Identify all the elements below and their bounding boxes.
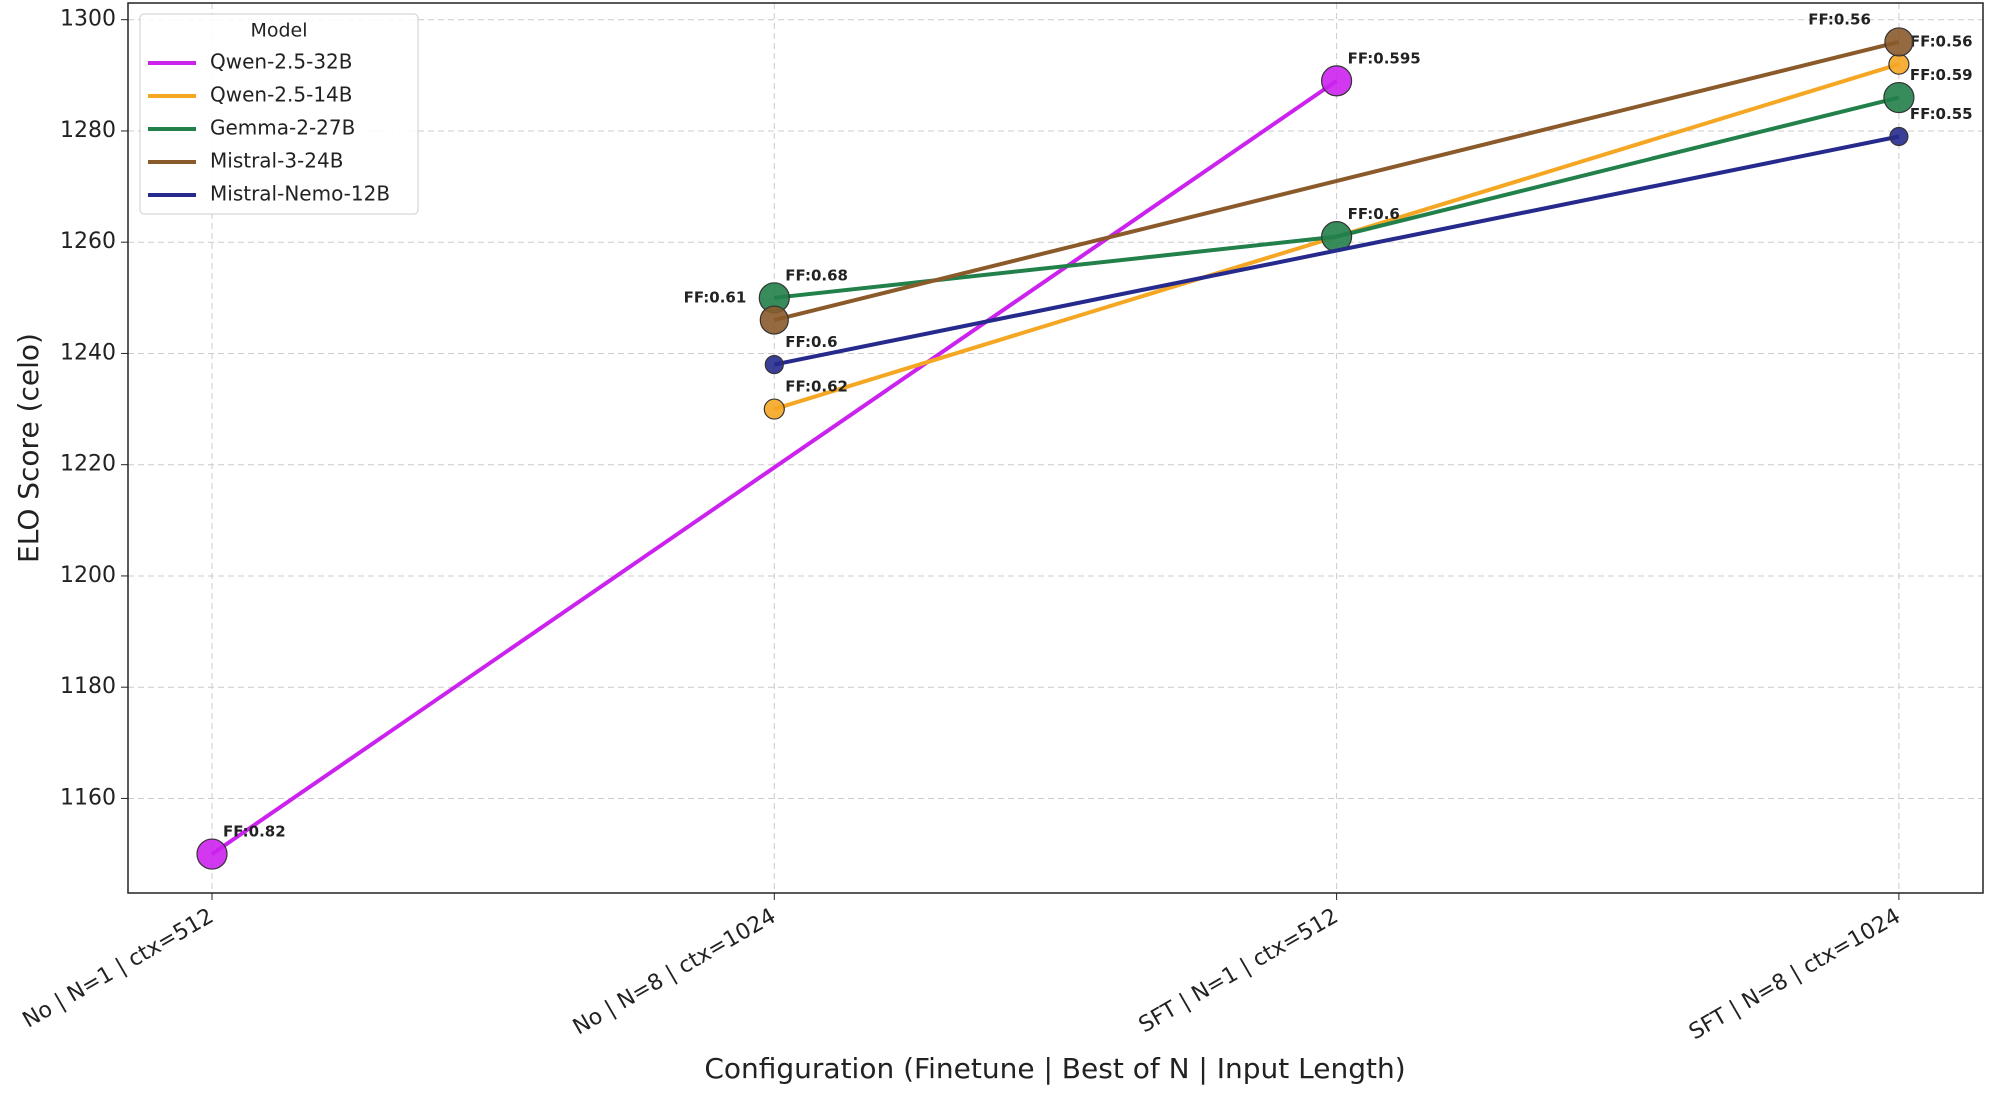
x-tick-label: SFT | N=1 | ctx=512 [1135,904,1343,1038]
y-tick-label: 1180 [60,674,116,699]
data-point [1884,27,1914,57]
series-line [773,134,1900,367]
data-point [764,354,784,375]
point-label: FF:0.68 [785,266,848,284]
legend-label: Gemma-2-27B [210,116,355,140]
legend-label: Qwen-2.5-14B [210,83,353,107]
y-tick-label: 1280 [60,118,116,143]
point-label: FF:0.62 [785,378,848,396]
point-label: FF:0.55 [1910,105,1973,123]
y-tick-label: 1200 [60,563,116,588]
plot-frame [127,2,1984,894]
data-point [763,398,785,420]
x-tick-label: SFT | N=8 | ctx=1024 [1685,904,1905,1045]
x-tick-label: No | N=1 | ctx=512 [19,904,218,1034]
series-line [210,79,1338,856]
point-label: FF:0.59 [1910,66,1973,84]
y-tick-label: 1260 [60,229,116,254]
point-label: FF:0.595 [1348,49,1421,67]
y-axis-label: ELO Score (celo) [12,333,45,563]
legend-box [139,13,419,215]
data-point [1888,53,1910,75]
x-axis-label: Configuration (Finetune | Best of N | In… [704,1052,1405,1085]
legend-title: Model [250,20,307,42]
point-label: FF:0.6 [785,333,837,351]
point-label: FF:0.6 [1348,205,1400,223]
y-tick-label: 1220 [60,452,116,477]
data-point [1889,126,1909,147]
point-label: FF:0.82 [223,823,286,841]
x-tick-label: No | N=8 | ctx=1024 [569,904,780,1041]
y-tick-label: 1240 [60,340,116,365]
series-line [773,39,1900,323]
data-point [196,838,228,870]
point-label: FF:0.56 [1808,10,1871,28]
y-tick-label: 1300 [60,7,116,32]
legend-label: Mistral-3-24B [210,149,343,173]
legend-label: Mistral-Nemo-12B [210,182,390,206]
data-point [759,305,789,335]
point-label: FF:0.56 [1910,33,1973,51]
data-point [1320,65,1353,97]
data-point [1883,81,1915,114]
legend: Model Qwen-2.5-32B Qwen-2.5-14B Gemma-2-27B… [139,13,419,215]
y-tick-label: 1160 [60,785,116,810]
point-label: FF:0.61 [684,289,747,307]
legend-label: Qwen-2.5-32B [210,50,353,74]
